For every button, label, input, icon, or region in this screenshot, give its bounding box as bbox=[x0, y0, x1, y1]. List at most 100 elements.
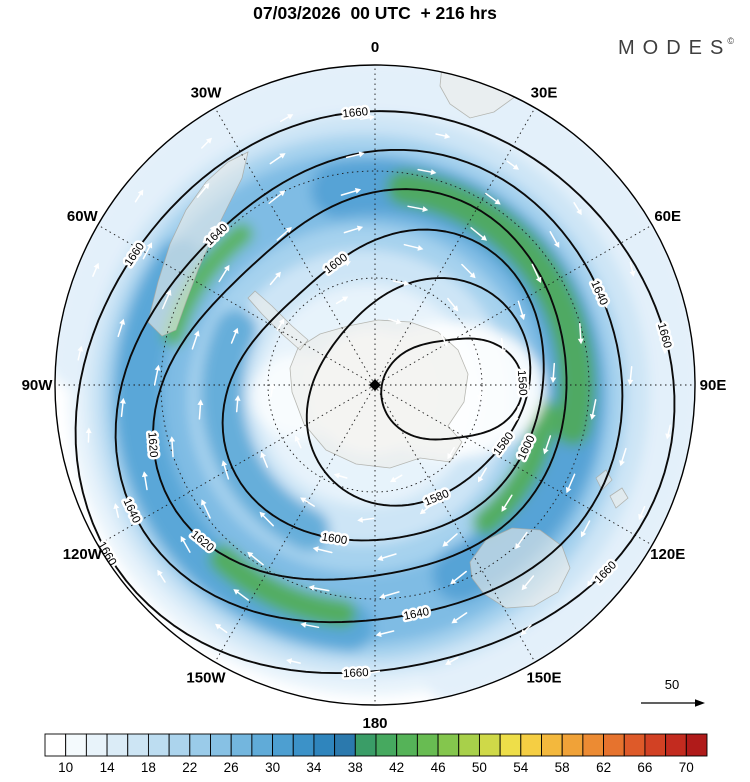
wind-arrow-head bbox=[357, 516, 363, 523]
wind-arrow-head bbox=[480, 235, 487, 241]
meridian-label-120W: 120W bbox=[63, 546, 103, 563]
wind-speed-band bbox=[209, 545, 357, 628]
modes-logo-copyright: © bbox=[727, 36, 734, 46]
colorbar-tick-label: 54 bbox=[513, 760, 529, 775]
wind-arrow bbox=[201, 140, 210, 149]
wind-arrow-head bbox=[197, 399, 204, 406]
wind-arrow bbox=[589, 573, 596, 584]
wind-arrow-head bbox=[279, 190, 286, 197]
wind-arrow bbox=[134, 192, 142, 203]
colorbar-cell bbox=[147, 733, 170, 757]
wind-arrow bbox=[407, 205, 425, 211]
wind-arrow-head bbox=[77, 345, 84, 352]
wind-arrow bbox=[279, 115, 291, 123]
wind-arrow bbox=[268, 192, 283, 204]
wind-reference-label: 50 bbox=[665, 677, 679, 692]
colorbar-tick-label: 18 bbox=[141, 760, 156, 775]
wind-arrow bbox=[153, 368, 159, 386]
colorbar-tick-label: 10 bbox=[58, 760, 73, 775]
wind-arrow-head bbox=[275, 271, 281, 278]
wind-arrow-head bbox=[450, 578, 457, 585]
wind-arrow bbox=[345, 153, 362, 159]
meridian-label-120E: 120E bbox=[650, 546, 685, 563]
wind-arrow-head bbox=[565, 486, 572, 494]
contour-label: 1620 bbox=[145, 432, 159, 458]
wind-arrow bbox=[567, 473, 576, 490]
wind-arrow bbox=[531, 263, 540, 280]
colorbar-cell bbox=[292, 733, 315, 757]
wind-speed-shading bbox=[55, 65, 695, 702]
wind-arrow-head bbox=[629, 270, 636, 277]
wind-arrow bbox=[230, 331, 237, 344]
wind-arrow-head bbox=[141, 471, 148, 478]
wind-arrow bbox=[142, 245, 151, 260]
colorbar-cell bbox=[437, 733, 460, 757]
wind-arrow bbox=[544, 435, 552, 451]
wind-arrow bbox=[523, 575, 535, 588]
colorbar-cell bbox=[251, 733, 274, 757]
meridian-label-60W: 60W bbox=[67, 208, 99, 225]
wind-arrow bbox=[440, 333, 447, 344]
wind-arrow bbox=[422, 503, 434, 513]
wind-arrow-head bbox=[354, 188, 362, 194]
wind-arrow-head bbox=[602, 302, 609, 309]
wind-arrow-head bbox=[447, 453, 453, 460]
wind-arrow bbox=[360, 517, 375, 521]
wind-arrow bbox=[117, 322, 124, 338]
wind-arrow-head bbox=[430, 169, 437, 175]
wind-arrow-head bbox=[512, 164, 519, 170]
land-shape bbox=[147, 151, 249, 337]
wind-arrow bbox=[388, 318, 399, 323]
grid-layer bbox=[55, 65, 695, 705]
meridian-label-90W: 90W bbox=[22, 377, 54, 394]
meridian-label-30W: 30W bbox=[191, 84, 223, 101]
colorbar-tick-label: 14 bbox=[100, 760, 116, 775]
colorbar-tick-label: 58 bbox=[555, 760, 570, 775]
wind-arrow-head bbox=[627, 379, 634, 386]
wind-arrow bbox=[382, 591, 400, 598]
wind-arrow bbox=[261, 514, 274, 527]
wind-arrow-head bbox=[146, 242, 153, 249]
wind-arrow bbox=[393, 474, 403, 481]
wind-arrow-head bbox=[221, 460, 228, 467]
wind-arrow bbox=[503, 494, 513, 509]
wind-arrow-head bbox=[494, 198, 501, 205]
wind-arrow bbox=[629, 366, 633, 382]
contour-line-1640 bbox=[114, 148, 624, 624]
wind-arrow bbox=[629, 261, 634, 274]
wind-arrow-head bbox=[300, 622, 307, 628]
colorbar-cell bbox=[396, 733, 418, 757]
wind-arrows bbox=[77, 114, 672, 676]
wind-arrow-head bbox=[577, 338, 584, 345]
wind-arrow bbox=[479, 467, 487, 480]
wind-arrow bbox=[639, 505, 646, 517]
wind-arrow-head bbox=[365, 669, 371, 676]
map-interior: 1560158015801600160016001620162016401640… bbox=[55, 65, 695, 705]
wind-arrow-head bbox=[119, 397, 126, 404]
colorbar-tick-label: 26 bbox=[224, 760, 239, 775]
wind-arrow-head bbox=[445, 659, 452, 665]
wind-arrow-head bbox=[665, 433, 672, 440]
colorbar-cell bbox=[334, 733, 356, 757]
wind-arrow bbox=[217, 625, 228, 634]
wind-arrow-head bbox=[234, 395, 241, 401]
colorbar-tick-label: 42 bbox=[389, 760, 404, 775]
wind-arrow bbox=[276, 229, 290, 241]
wind-arrow bbox=[304, 623, 320, 629]
wind-arrow-head bbox=[520, 629, 527, 636]
wind-arrow-head bbox=[377, 555, 384, 561]
wind-speed-band bbox=[201, 309, 330, 551]
land-shape bbox=[609, 487, 629, 509]
wind-arrow-head bbox=[215, 623, 222, 630]
wind-arrow bbox=[516, 531, 528, 547]
colorbar-cell bbox=[561, 733, 584, 757]
wind-arrow-head bbox=[119, 318, 125, 325]
colorbar bbox=[44, 733, 708, 757]
wind-arrow bbox=[392, 280, 406, 285]
wind-arrow bbox=[448, 656, 459, 664]
wind-arrow bbox=[236, 590, 249, 601]
wind-arrow-head bbox=[500, 349, 506, 355]
wind-arrow-head bbox=[209, 225, 216, 232]
wind-arrow bbox=[452, 570, 467, 583]
wind-arrow-head bbox=[395, 318, 402, 325]
